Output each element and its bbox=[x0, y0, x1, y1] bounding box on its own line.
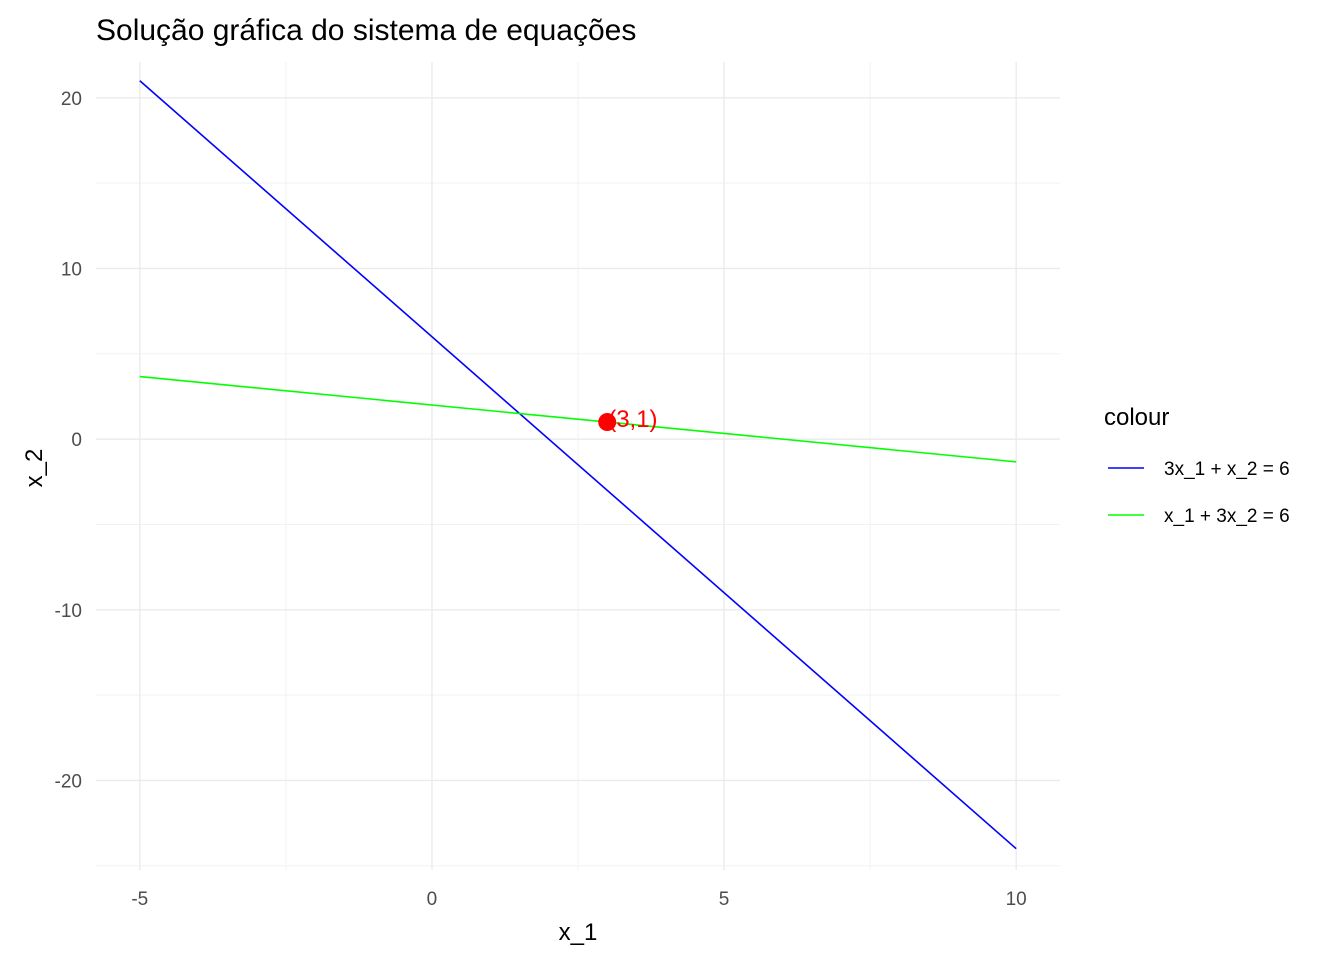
series-layer bbox=[139, 80, 1017, 850]
annotation-layer: (3,1) bbox=[598, 406, 658, 433]
y-axis-title: x_2 bbox=[21, 449, 48, 488]
x-tick-label: 5 bbox=[719, 889, 730, 910]
legend-items: 3x_1 + x_2 = 6 x_1 + 3x_2 = 6 bbox=[1108, 459, 1290, 527]
major-gridlines bbox=[96, 62, 1060, 870]
y-tick-label: 0 bbox=[71, 430, 82, 451]
chart-title: Solução gráfica do sistema de equações bbox=[96, 14, 636, 47]
x-axis-title: x_1 bbox=[559, 919, 598, 946]
y-tick-labels: -20 -10 0 10 20 bbox=[55, 89, 82, 793]
solution-point bbox=[598, 413, 617, 432]
x-tick-label: -5 bbox=[131, 889, 148, 910]
y-tick-label: -10 bbox=[55, 601, 82, 622]
y-tick-label: 20 bbox=[61, 89, 82, 110]
series-line-1 bbox=[139, 80, 1017, 850]
legend: colour 3x_1 + x_2 = 6 x_1 + 3x_2 = 6 bbox=[1104, 404, 1290, 527]
x-tick-label: 10 bbox=[1006, 889, 1027, 910]
legend-label-1: 3x_1 + x_2 = 6 bbox=[1164, 459, 1290, 480]
minor-gridlines bbox=[96, 62, 1060, 870]
y-tick-label: -20 bbox=[55, 771, 82, 792]
y-tick-label: 10 bbox=[61, 259, 82, 280]
legend-label-2: x_1 + 3x_2 = 6 bbox=[1164, 506, 1290, 527]
series-line-2 bbox=[139, 375, 1017, 463]
x-tick-label: 0 bbox=[427, 889, 438, 910]
x-tick-labels: -5 0 5 10 bbox=[131, 889, 1026, 910]
legend-title: colour bbox=[1104, 404, 1169, 431]
solution-point-label: (3,1) bbox=[608, 406, 657, 433]
